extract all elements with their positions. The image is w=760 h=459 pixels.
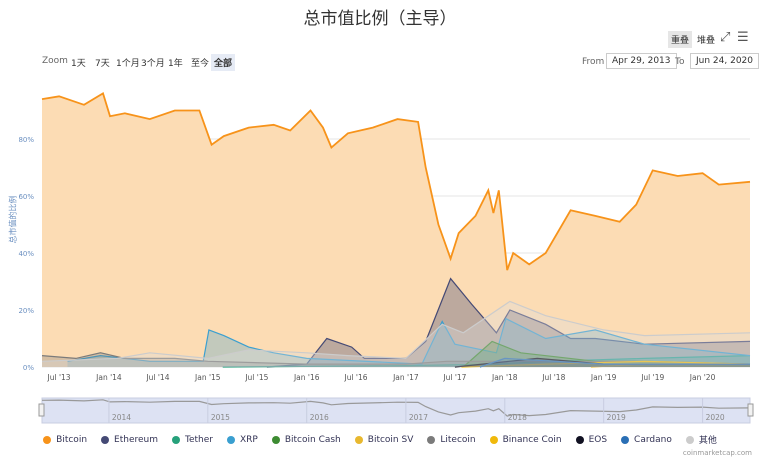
stack-button[interactable]: 堆叠 (697, 36, 716, 46)
x-tick-label: Jul '18 (541, 373, 565, 382)
x-tick-label: Jan '19 (590, 373, 617, 382)
legend-label: Litecoin (440, 434, 476, 445)
legend-dot-icon (427, 435, 436, 444)
legend-item-eos[interactable]: EOS (575, 433, 608, 446)
legend-label: XRP (239, 434, 258, 445)
x-tick-label: Jul '19 (640, 373, 664, 382)
legend-dot-icon (575, 435, 584, 444)
navigator-tick-label: 2018 (508, 413, 527, 422)
navigator-series (41, 399, 751, 417)
zoom-label: Zoom (42, 56, 68, 66)
legend-item-其他[interactable]: 其他 (685, 433, 717, 446)
legend-dot-icon (226, 435, 235, 444)
legend-label: Binance Coin (502, 434, 562, 445)
navigator-tick-label: 2019 (607, 413, 626, 422)
legend-label: Cardano (634, 434, 672, 445)
y-tick-label: 80% (18, 136, 34, 144)
series-area-xrp (67, 318, 750, 367)
legend-item-bitcoin[interactable]: Bitcoin (43, 433, 87, 446)
zoom-1m[interactable]: 1个月 (116, 59, 140, 69)
legend-label: Bitcoin (56, 434, 88, 445)
y-tick-label: 20% (18, 307, 34, 315)
zoom-1d[interactable]: 1天 (71, 59, 86, 69)
x-tick-label: Jul '14 (145, 373, 169, 382)
series-line-xrp (67, 317, 751, 365)
legend-item-ethereum[interactable]: Ethereum (101, 433, 158, 446)
chart-title: 总市值比例（主导） (303, 9, 457, 29)
credit: coinmarketcap.com (682, 449, 752, 457)
series-line-ethereum (266, 277, 751, 368)
legend-label: 其他 (698, 436, 717, 446)
legend-dot-icon (271, 435, 280, 444)
navigator-tick-label: 2014 (112, 413, 131, 422)
series-line-其他 (41, 300, 751, 362)
legend-dot-icon (685, 435, 694, 444)
series-line-litecoin (41, 352, 751, 365)
legend-item-litecoin[interactable]: Litecoin (427, 433, 476, 446)
series-area-cardano (479, 358, 750, 367)
zoom-7d[interactable]: 7天 (95, 59, 110, 69)
from-date-input[interactable]: Apr 29, 2013 (606, 53, 677, 69)
hamburger-icon[interactable]: ☰ (737, 30, 749, 45)
navigator-tick-label: 2017 (409, 413, 428, 422)
series-line-tether (222, 355, 751, 368)
overlap-button[interactable]: 重叠 (668, 31, 693, 48)
navigator-right-handle[interactable] (747, 403, 754, 417)
x-tick-label: Jan '20 (689, 373, 716, 382)
x-tick-label: Jul '16 (344, 373, 368, 382)
legend-item-bitcoin-sv[interactable]: Bitcoin SV (354, 433, 414, 446)
zoom-all[interactable]: 全部 (211, 54, 236, 71)
legend-label: EOS (588, 434, 608, 445)
series-line-bitcoin (41, 92, 751, 271)
navigator-tick-label: 2016 (310, 413, 329, 422)
legend-label: Ethereum (114, 434, 158, 445)
y-tick-label: 60% (18, 193, 34, 201)
series-area-其他 (42, 301, 750, 367)
legend-dot-icon (172, 435, 180, 444)
legend-dot-icon (489, 435, 498, 444)
series-area-bitcoin-sv (590, 364, 750, 367)
legend-dot-icon (43, 435, 52, 444)
legend-item-cardano[interactable]: Cardano (621, 433, 672, 446)
to-date-input[interactable]: Jun 24, 2020 (690, 53, 760, 69)
x-tick-label: Jul '15 (244, 373, 268, 382)
legend-dot-icon (101, 435, 110, 444)
legend-label: Bitcoin SV (367, 434, 414, 445)
legend-label: Bitcoin Cash (284, 434, 341, 445)
to-label: To (675, 57, 685, 67)
legend: Bitcoin Ethereum Tether XRP Bitcoin Cash Bitc… (0, 433, 760, 446)
legend-item-tether[interactable]: Tether (172, 433, 213, 446)
x-tick-label: Jul '13 (47, 373, 71, 382)
from-label: From (582, 57, 605, 67)
navigator-tick-label: 2020 (706, 413, 725, 422)
zoom-1y[interactable]: 1年 (168, 59, 183, 69)
zoom-ytd[interactable]: 至今 (191, 59, 210, 69)
x-tick-label: Jan '14 (95, 373, 122, 382)
x-tick-label: Jan '16 (293, 373, 320, 382)
x-tick-label: Jan '17 (392, 373, 419, 382)
legend-label: Tether (185, 434, 213, 445)
series-line-cardano (479, 357, 750, 368)
legend-item-bitcoin-cash[interactable]: Bitcoin Cash (271, 433, 341, 446)
series-area-bitcoin (42, 93, 750, 368)
y-tick-label: 40% (18, 250, 34, 258)
x-tick-label: Jan '15 (194, 373, 221, 382)
chart-area: 0% 20% 40% 60% 80% Jul '13 Jan '14 Jul '14 Jan '… (18, 92, 754, 424)
zoom-3m[interactable]: 3个月 (141, 59, 165, 69)
navigator-left-handle[interactable] (38, 403, 45, 417)
expand-icon[interactable]: ⤢ (720, 30, 731, 45)
legend-item-xrp[interactable]: XRP (226, 433, 258, 446)
y-tick-label: 0% (23, 364, 34, 372)
navigator-tick-label: 2015 (211, 413, 230, 422)
series-area-ethereum (266, 278, 750, 367)
legend-dot-icon (354, 435, 363, 444)
legend-item-binance-coin[interactable]: Binance Coin (489, 433, 562, 446)
series-area-eos (454, 358, 750, 367)
series-line-binance-coin (461, 360, 751, 368)
legend-dot-icon (621, 435, 630, 444)
x-tick-label: Jul '17 (442, 373, 466, 382)
x-tick-label: Jan '18 (491, 373, 518, 382)
